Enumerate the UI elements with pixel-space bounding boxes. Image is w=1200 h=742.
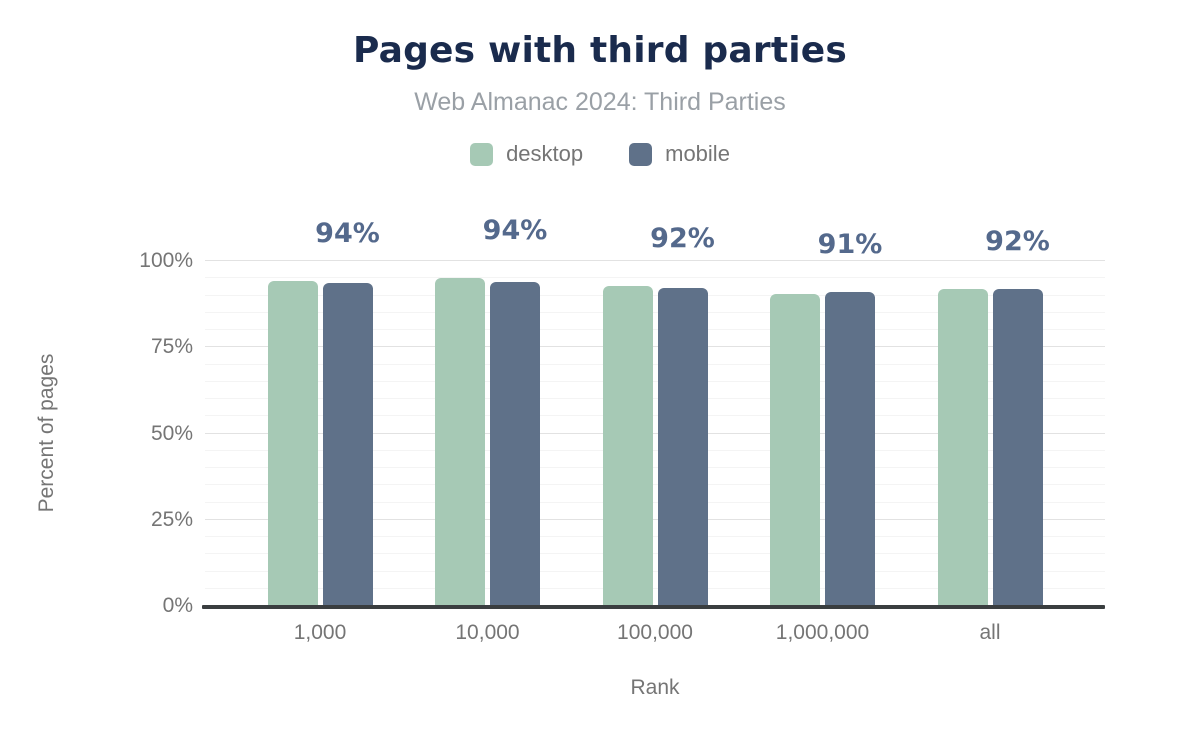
bar-group-1000000: 91% [770, 231, 882, 606]
x-axis-line [202, 605, 1105, 609]
bar-group-all: 92% [937, 228, 1050, 606]
legend-label-desktop: desktop [506, 141, 584, 166]
bar-group-100000: 92% [602, 225, 715, 606]
bar-desktop-1000 [267, 281, 318, 606]
x-axis-ticks: 1,000 10,000 100,000 1,000,000 all [205, 621, 1105, 649]
x-tick-1000: 1,000 [293, 621, 347, 644]
legend-swatch-desktop [470, 142, 494, 166]
bar-group-1000: 94% [267, 220, 380, 606]
bar-desktop-100000 [602, 286, 653, 606]
chart-title: Pages with third parties [352, 30, 848, 71]
gridline-major-50 [205, 432, 1105, 434]
gridline-minor-5 [205, 587, 1105, 589]
gridline-minor-35 [205, 484, 1105, 486]
bar-value-label-100000: 92% [650, 223, 715, 255]
gridline-minor-90 [205, 294, 1105, 296]
legend-label-mobile: mobile [665, 141, 730, 166]
y-tick-25: 25% [150, 507, 193, 531]
x-tick-1000000: 1,000,000 [775, 621, 870, 644]
gridline-minor-20 [205, 536, 1105, 537]
gridline-major-25 [205, 518, 1105, 520]
bar-mobile-1000 [322, 283, 373, 606]
y-tick-75: 75% [150, 335, 193, 359]
bar-desktop-10000 [435, 278, 485, 606]
y-tick-50: 50% [150, 421, 193, 445]
x-axis-title: Rank [630, 676, 680, 699]
bar-desktop-1000000 [770, 293, 820, 606]
chart-legend: desktop mobile [0, 141, 1200, 167]
gridline-minor-15 [205, 553, 1105, 555]
gridline-minor-45 [205, 449, 1105, 451]
bar-desktop-all [937, 288, 988, 606]
bar-value-label-1000000: 91% [817, 229, 883, 261]
gridline-minor-70 [205, 363, 1105, 365]
gridline-minor-60 [205, 398, 1105, 399]
bar-mobile-1000000 [825, 292, 875, 606]
gridline-minor-40 [205, 467, 1105, 468]
gridline-minor-55 [205, 415, 1105, 417]
x-tick-10000: 10,000 [455, 621, 520, 644]
gridline-minor-10 [205, 570, 1105, 572]
bar-mobile-10000 [490, 282, 540, 606]
gridline-minor-65 [205, 380, 1105, 382]
gridline-minor-95 [205, 277, 1105, 279]
gridline-major-75 [205, 346, 1105, 348]
bar-group-10000: 94% [435, 217, 547, 606]
chart-subtitle: Web Almanac 2024: Third Parties [414, 88, 786, 116]
bar-value-label-all: 92% [985, 225, 1050, 257]
y-tick-0: 0% [162, 594, 193, 617]
x-tick-100000: 100,000 [617, 621, 693, 644]
bar-value-label-1000: 94% [315, 218, 380, 250]
legend-item-mobile: mobile [629, 141, 730, 167]
bar-mobile-100000 [657, 288, 708, 606]
gridline-minor-30 [205, 501, 1105, 503]
legend-swatch-mobile [629, 142, 653, 166]
y-tick-100: 100% [139, 249, 193, 272]
bar-value-label-10000: 94% [482, 215, 548, 247]
gridline-major-100 [205, 260, 1105, 261]
gridline-minor-85 [205, 311, 1105, 313]
bar-mobile-all [992, 288, 1043, 606]
x-tick-all: all [979, 621, 1001, 644]
legend-item-desktop: desktop [470, 141, 583, 167]
plot-area: 94% 94% 92% 91% 92% [205, 217, 1105, 606]
gridline-minor-80 [205, 329, 1105, 330]
